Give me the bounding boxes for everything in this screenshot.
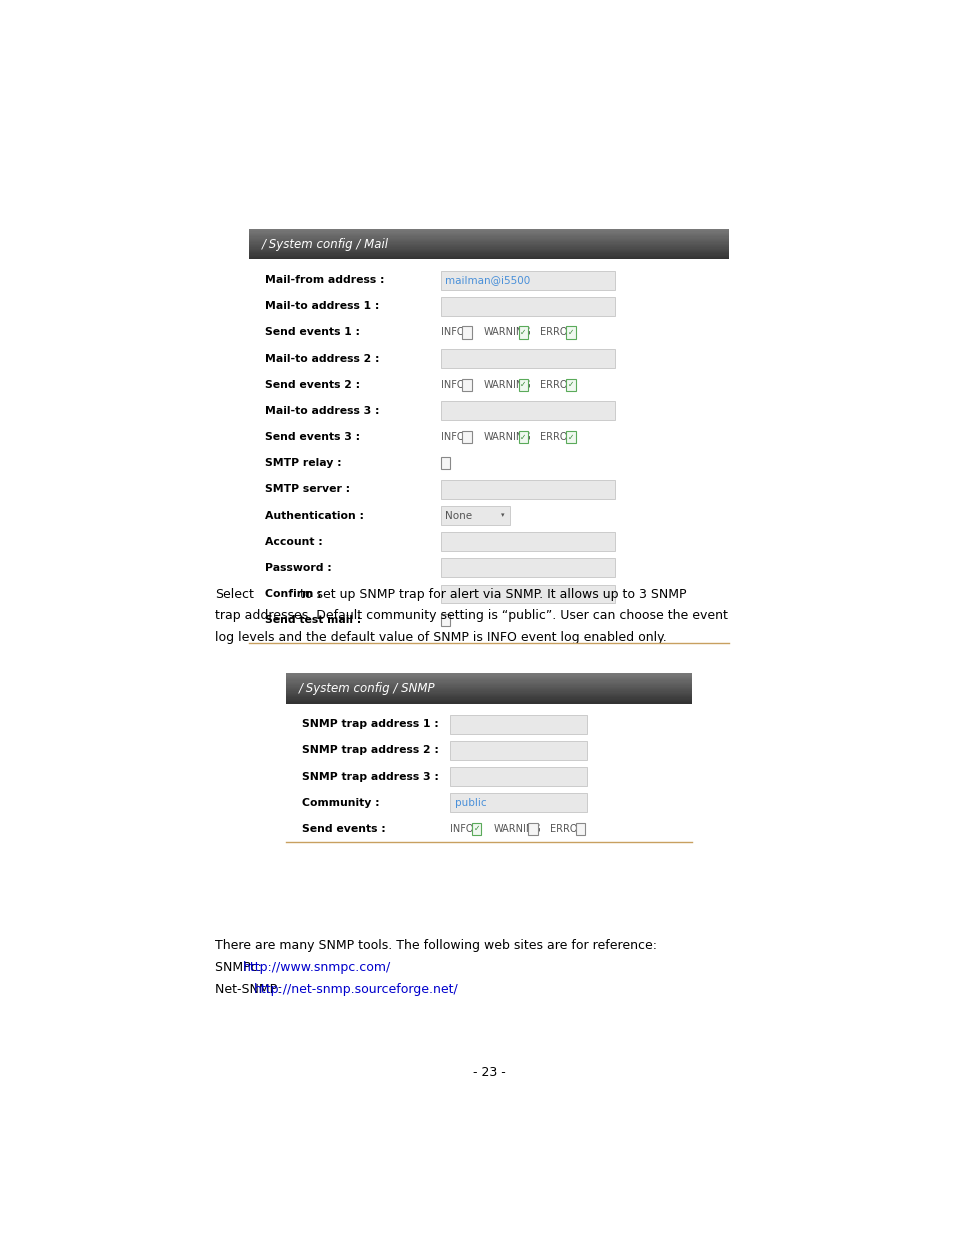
Bar <box>518 326 528 338</box>
Text: Send events 3 :: Send events 3 : <box>265 432 359 442</box>
Text: Send events 1 :: Send events 1 : <box>265 327 359 337</box>
Text: SNMP trap address 3 :: SNMP trap address 3 : <box>301 772 438 782</box>
Text: ERROR: ERROR <box>549 824 583 834</box>
Text: ERROR: ERROR <box>539 379 574 390</box>
Text: Mail-to address 1 :: Mail-to address 1 : <box>265 301 379 311</box>
Text: WARNING: WARNING <box>483 379 531 390</box>
Bar <box>461 379 472 391</box>
Text: None: None <box>445 510 472 520</box>
Bar <box>440 506 510 525</box>
Text: ERROR: ERROR <box>539 327 574 337</box>
Bar <box>249 259 728 642</box>
Bar <box>518 379 528 391</box>
Bar <box>440 558 614 577</box>
Bar <box>565 379 575 391</box>
Bar <box>450 741 587 760</box>
Bar <box>461 431 472 443</box>
Bar <box>440 350 614 368</box>
Text: SNMP trap address 2 :: SNMP trap address 2 : <box>301 746 438 756</box>
Bar <box>450 715 587 734</box>
Bar <box>440 532 614 551</box>
Text: ERROR: ERROR <box>539 432 574 442</box>
Text: INFO: INFO <box>440 327 464 337</box>
Text: - 23 -: - 23 - <box>472 1066 505 1079</box>
Bar <box>440 584 614 604</box>
Text: SNMPc:: SNMPc: <box>215 961 266 974</box>
Text: Mail-to address 2 :: Mail-to address 2 : <box>265 353 379 363</box>
Text: ✓: ✓ <box>519 432 526 442</box>
Text: Net-SNMP:: Net-SNMP: <box>215 983 286 997</box>
Text: ✓: ✓ <box>473 824 479 834</box>
Bar <box>450 793 587 813</box>
Bar <box>440 296 614 316</box>
Text: INFO: INFO <box>450 824 474 834</box>
Text: Password :: Password : <box>265 563 332 573</box>
Bar <box>450 767 587 785</box>
Text: Mail-from address :: Mail-from address : <box>265 275 384 285</box>
Bar <box>565 431 575 443</box>
Text: Send test mail :: Send test mail : <box>265 615 361 625</box>
Text: Mail-to address 3 :: Mail-to address 3 : <box>265 406 379 416</box>
Bar <box>440 401 614 420</box>
Text: INFO: INFO <box>440 432 464 442</box>
Bar <box>518 431 528 443</box>
Text: SNMP trap address 1 :: SNMP trap address 1 : <box>301 719 438 729</box>
Text: to set up SNMP trap for alert via SNMP. It allows up to 3 SNMP: to set up SNMP trap for alert via SNMP. … <box>300 588 686 600</box>
Text: ✓: ✓ <box>567 380 574 389</box>
Text: ✓: ✓ <box>567 329 574 337</box>
Bar <box>472 823 481 835</box>
Bar <box>565 326 575 338</box>
Bar <box>440 457 450 469</box>
Text: mailman@i5500: mailman@i5500 <box>445 275 530 285</box>
Bar <box>285 704 692 842</box>
Text: ▾: ▾ <box>500 513 504 519</box>
Text: WARNING: WARNING <box>493 824 540 834</box>
Text: http://net-snmp.sourceforge.net/: http://net-snmp.sourceforge.net/ <box>253 983 458 997</box>
Text: WARNING: WARNING <box>483 327 531 337</box>
Bar <box>440 614 450 626</box>
Text: log levels and the default value of SNMP is INFO event log enabled only.: log levels and the default value of SNMP… <box>215 631 666 645</box>
Text: Account :: Account : <box>265 537 322 547</box>
Bar <box>575 823 584 835</box>
Bar <box>461 326 472 338</box>
Text: ✓: ✓ <box>519 329 526 337</box>
Text: Send events 2 :: Send events 2 : <box>265 379 359 390</box>
Text: / System config / SNMP: / System config / SNMP <box>298 682 436 695</box>
Text: trap addresses. Default community setting is “public”. User can choose the event: trap addresses. Default community settin… <box>215 609 727 622</box>
Text: SMTP server :: SMTP server : <box>265 484 350 494</box>
Text: Community :: Community : <box>301 798 379 808</box>
Text: http://www.snmpc.com/: http://www.snmpc.com/ <box>242 961 391 974</box>
Text: Confirm :: Confirm : <box>265 589 321 599</box>
Text: INFO: INFO <box>440 379 464 390</box>
Text: / System config / Mail: / System config / Mail <box>262 238 389 251</box>
Text: Select: Select <box>215 588 253 600</box>
Text: ✓: ✓ <box>519 380 526 389</box>
Text: There are many SNMP tools. The following web sites are for reference:: There are many SNMP tools. The following… <box>215 940 657 952</box>
Text: SMTP relay :: SMTP relay : <box>265 458 341 468</box>
Text: Authentication :: Authentication : <box>265 510 363 520</box>
Bar <box>528 823 537 835</box>
Bar <box>440 270 614 289</box>
Text: ✓: ✓ <box>567 432 574 442</box>
Text: WARNING: WARNING <box>483 432 531 442</box>
Bar <box>440 480 614 499</box>
Text: public: public <box>455 798 486 808</box>
Text: Send events :: Send events : <box>301 824 385 834</box>
